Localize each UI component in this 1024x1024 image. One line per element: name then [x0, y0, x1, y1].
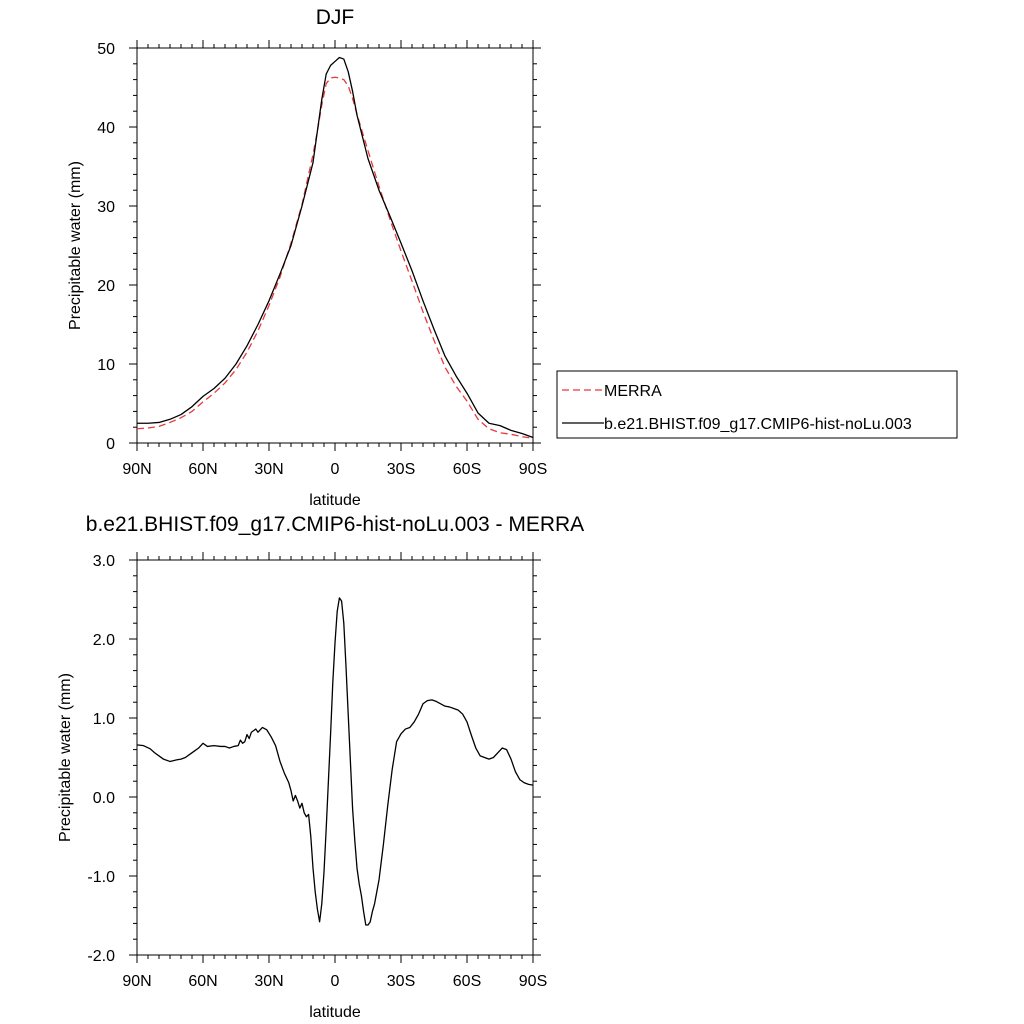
x-tick-label: 90S — [519, 461, 547, 478]
y-axis-label: Precipitable water (mm) — [67, 161, 84, 330]
x-tick-label: 30S — [387, 461, 415, 478]
y-tick-label: 3.0 — [93, 553, 115, 570]
series-line-b-e21-bhist-f09-g17-cmip6-hist-nolu-003 — [137, 56, 533, 439]
chart-panel-2: b.e21.BHIST.f09_g17.CMIP6-hist-noLu.003 … — [57, 513, 584, 1021]
y-axis-label: Precipitable water (mm) — [57, 673, 74, 842]
x-tick-label: 90N — [122, 973, 151, 990]
chart-panel-1: DJF 90N 60N 30N 0 30S 60S 90S 0 10 20 30 40 50 latitud… — [67, 6, 958, 509]
y-tick-label: 20 — [97, 278, 115, 295]
y-tick-label: 0 — [106, 436, 115, 453]
x-tick-label: 60S — [453, 461, 481, 478]
x-tick-label: 60N — [188, 461, 217, 478]
x-tick-label: 30N — [254, 973, 283, 990]
series-line-1 — [137, 597, 533, 926]
legend-label: b.e21.BHIST.f09_g17.CMIP6-hist-noLu.003 — [604, 416, 912, 433]
y-tick-label: -1.0 — [87, 869, 115, 886]
y-tick-label: 10 — [97, 357, 115, 374]
y-tick-label: 0.0 — [93, 790, 115, 807]
x-tick-label: 60N — [188, 973, 217, 990]
chart-title: b.e21.BHIST.f09_g17.CMIP6-hist-noLu.003 … — [86, 513, 584, 536]
x-tick-label: 30S — [387, 973, 415, 990]
x-tick-label: 90S — [519, 973, 547, 990]
y-tick-label: 40 — [97, 120, 115, 137]
x-tick-label: 0 — [331, 461, 340, 478]
series-line-merra — [137, 76, 533, 439]
y-tick-label: -2.0 — [87, 948, 115, 965]
x-axis-label: latitude — [309, 1004, 361, 1021]
y-tick-label: 2.0 — [93, 632, 115, 649]
x-tick-label: 90N — [122, 461, 151, 478]
legend-box — [556, 370, 958, 439]
y-tick-label: 30 — [97, 199, 115, 216]
plot-frame — [136, 559, 534, 956]
legend-label: MERRA — [604, 383, 662, 400]
y-tick-label: 1.0 — [93, 711, 115, 728]
legend: MERRA b.e21.BHIST.f09_g17.CMIP6-hist-noLu… — [556, 370, 958, 439]
x-tick-label: 30N — [254, 461, 283, 478]
chart-title: DJF — [316, 6, 355, 29]
y-tick-label: 50 — [97, 41, 115, 58]
x-tick-label: 0 — [331, 973, 340, 990]
x-tick-label: 60S — [453, 973, 481, 990]
plot-frame — [136, 47, 534, 444]
x-axis-label: latitude — [309, 492, 361, 509]
